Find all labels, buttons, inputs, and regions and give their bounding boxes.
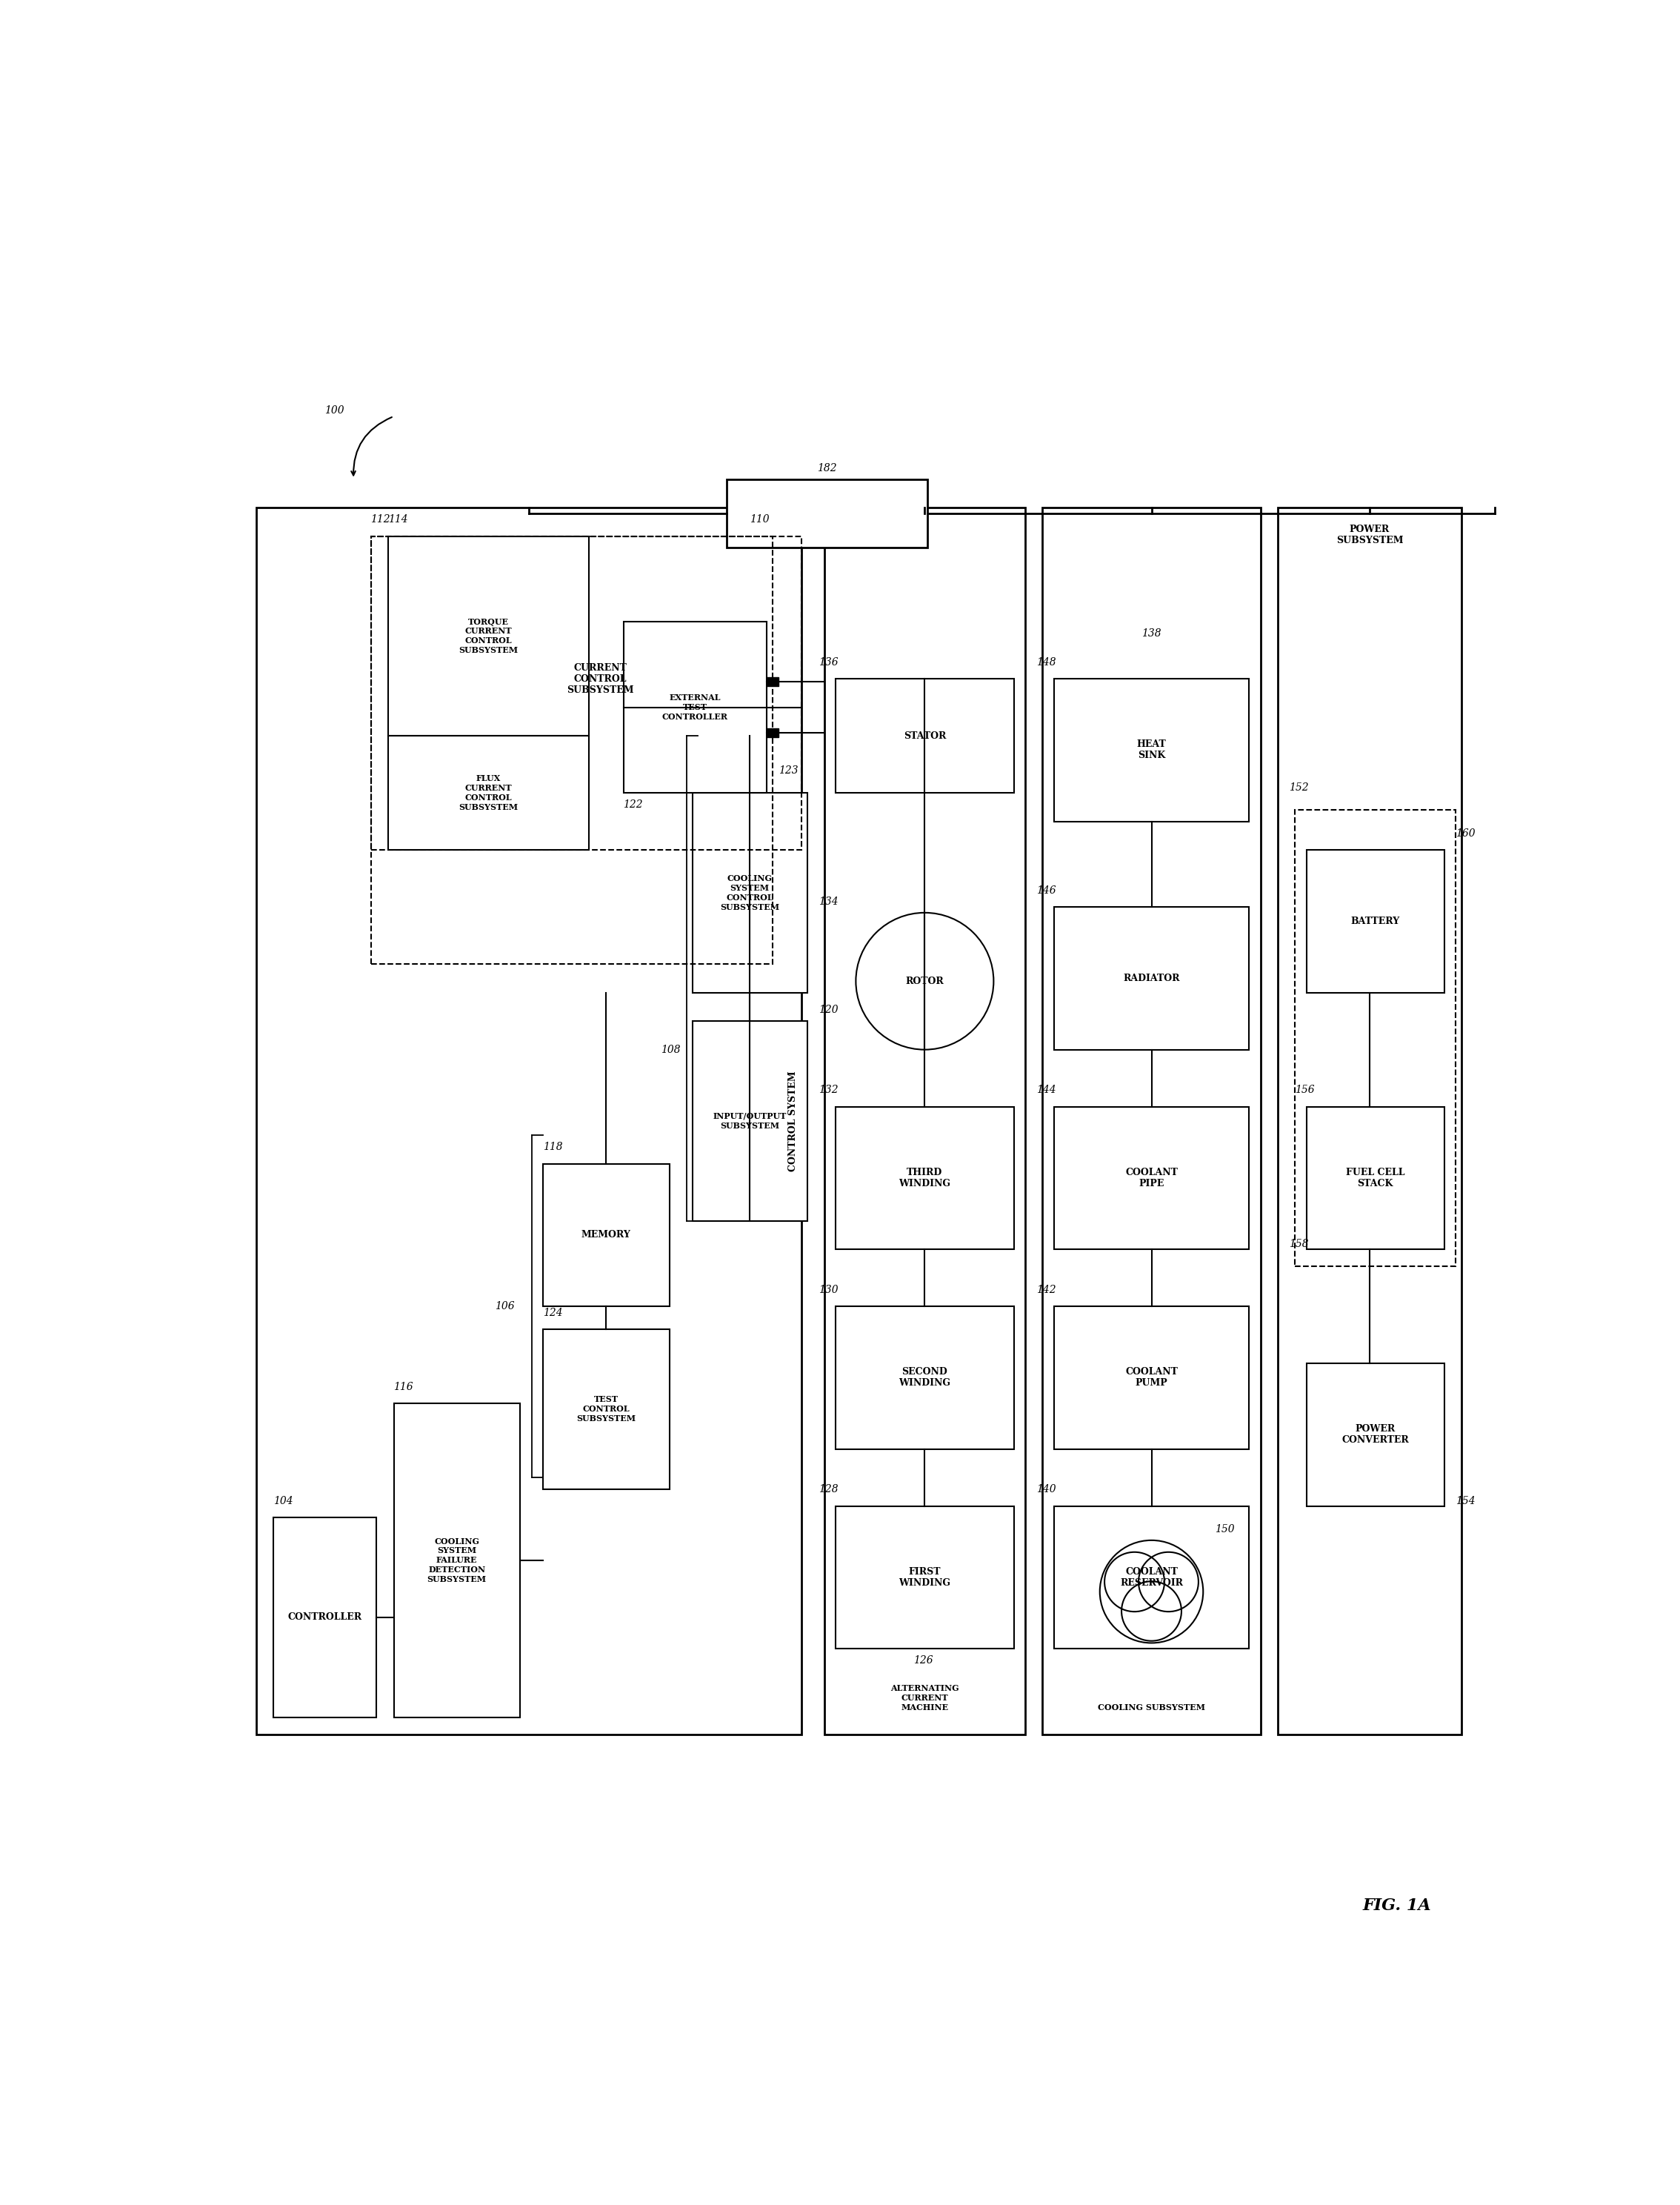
- Bar: [825, 507, 1025, 1735]
- Bar: [1053, 1107, 1248, 1250]
- Text: 144: 144: [1037, 1085, 1057, 1096]
- Text: 136: 136: [818, 657, 838, 668]
- Bar: [1053, 1506, 1248, 1649]
- Bar: [1053, 906, 1248, 1050]
- Bar: [835, 1305, 1013, 1449]
- Bar: [371, 536, 773, 964]
- Text: ROTOR: ROTOR: [906, 977, 944, 986]
- Text: 140: 140: [1037, 1484, 1057, 1495]
- Text: CURRENT
CONTROL
SUBSYSTEM: CURRENT CONTROL SUBSYSTEM: [566, 664, 633, 695]
- Bar: [1053, 679, 1248, 822]
- Bar: [543, 1330, 669, 1488]
- Text: THIRD
WINDING: THIRD WINDING: [899, 1169, 951, 1188]
- Text: 104: 104: [274, 1495, 292, 1506]
- Text: 128: 128: [818, 1484, 838, 1495]
- Text: COOLANT
RESERVOIR: COOLANT RESERVOIR: [1121, 1568, 1183, 1588]
- Text: 120: 120: [818, 1005, 838, 1014]
- Text: 142: 142: [1037, 1286, 1057, 1294]
- Text: 156: 156: [1295, 1085, 1315, 1096]
- Text: 134: 134: [818, 897, 838, 906]
- Bar: [1042, 507, 1260, 1735]
- Text: 152: 152: [1289, 783, 1309, 794]
- Bar: [835, 1506, 1013, 1649]
- Text: 100: 100: [324, 406, 344, 417]
- Text: RADIATOR: RADIATOR: [1124, 972, 1179, 983]
- Bar: [393, 1402, 521, 1718]
- Bar: [274, 1517, 376, 1718]
- Bar: [371, 536, 801, 849]
- Bar: [766, 677, 778, 686]
- Text: 122: 122: [623, 800, 643, 809]
- Text: 138: 138: [1142, 628, 1161, 639]
- Bar: [1307, 1107, 1445, 1250]
- Bar: [766, 728, 778, 736]
- Text: FIG. 1A: FIG. 1A: [1362, 1896, 1431, 1914]
- Text: CONTROLLER: CONTROLLER: [287, 1612, 361, 1623]
- Text: INPUT/OUTPUT
SUBSYSTEM: INPUT/OUTPUT SUBSYSTEM: [712, 1111, 786, 1129]
- Text: 126: 126: [914, 1656, 932, 1665]
- Text: 114: 114: [388, 514, 408, 525]
- Text: STATOR: STATOR: [904, 732, 946, 741]
- Bar: [388, 536, 590, 736]
- Text: 146: 146: [1037, 884, 1057, 895]
- Text: FUEL CELL
STACK: FUEL CELL STACK: [1346, 1169, 1404, 1188]
- Text: POWER
CONVERTER: POWER CONVERTER: [1342, 1424, 1410, 1444]
- Text: EXTERNAL
TEST
CONTROLLER: EXTERNAL TEST CONTROLLER: [662, 695, 727, 721]
- Text: TEST
CONTROL
SUBSYSTEM: TEST CONTROL SUBSYSTEM: [576, 1396, 635, 1422]
- Text: 106: 106: [494, 1301, 514, 1312]
- Bar: [543, 1164, 669, 1305]
- Text: 108: 108: [660, 1045, 680, 1054]
- Text: MEMORY: MEMORY: [581, 1230, 632, 1239]
- Text: COOLING
SYSTEM
FAILURE
DETECTION
SUBSYSTEM: COOLING SYSTEM FAILURE DETECTION SUBSYST…: [427, 1537, 487, 1583]
- Bar: [623, 622, 766, 794]
- Bar: [692, 794, 806, 992]
- Text: 116: 116: [393, 1383, 413, 1391]
- Bar: [692, 1021, 806, 1222]
- Text: 110: 110: [749, 514, 769, 525]
- Text: ALTERNATING
CURRENT
MACHINE: ALTERNATING CURRENT MACHINE: [890, 1685, 959, 1711]
- Text: 148: 148: [1037, 657, 1057, 668]
- Bar: [1278, 507, 1462, 1735]
- Text: CONTROL SYSTEM: CONTROL SYSTEM: [788, 1072, 798, 1171]
- Text: COOLING
SYSTEM
CONTROL
SUBSYSTEM: COOLING SYSTEM CONTROL SUBSYSTEM: [721, 875, 780, 911]
- Bar: [835, 1107, 1013, 1250]
- Text: 160: 160: [1457, 829, 1475, 838]
- Bar: [255, 507, 801, 1735]
- Bar: [727, 478, 927, 547]
- Text: POWER
SUBSYSTEM: POWER SUBSYSTEM: [1336, 525, 1403, 545]
- Text: 118: 118: [543, 1142, 563, 1153]
- Text: SECOND
WINDING: SECOND WINDING: [899, 1367, 951, 1387]
- Text: 132: 132: [818, 1085, 838, 1096]
- Text: HEAT
SINK: HEAT SINK: [1137, 739, 1166, 761]
- Text: COOLANT
PUMP: COOLANT PUMP: [1126, 1367, 1178, 1387]
- Text: 154: 154: [1457, 1495, 1475, 1506]
- Bar: [1295, 809, 1457, 1266]
- Bar: [388, 736, 590, 849]
- Bar: [835, 679, 1013, 794]
- Text: 158: 158: [1289, 1239, 1309, 1250]
- Text: FIRST
WINDING: FIRST WINDING: [899, 1568, 951, 1588]
- Bar: [1307, 1363, 1445, 1506]
- Text: 124: 124: [543, 1308, 563, 1319]
- Text: 112: 112: [371, 514, 390, 525]
- Text: TORQUE
CURRENT
CONTROL
SUBSYSTEM: TORQUE CURRENT CONTROL SUBSYSTEM: [459, 617, 517, 655]
- Text: COOLING SUBSYSTEM: COOLING SUBSYSTEM: [1097, 1702, 1205, 1711]
- Text: COOLANT
PIPE: COOLANT PIPE: [1126, 1169, 1178, 1188]
- Text: FLUX
CURRENT
CONTROL
SUBSYSTEM: FLUX CURRENT CONTROL SUBSYSTEM: [459, 774, 517, 811]
- Text: 130: 130: [818, 1286, 838, 1294]
- Text: 123: 123: [778, 765, 798, 776]
- Text: 150: 150: [1215, 1524, 1235, 1535]
- Text: BATTERY: BATTERY: [1351, 917, 1399, 926]
- Bar: [1053, 1305, 1248, 1449]
- Bar: [1307, 849, 1445, 992]
- Text: 182: 182: [816, 463, 837, 474]
